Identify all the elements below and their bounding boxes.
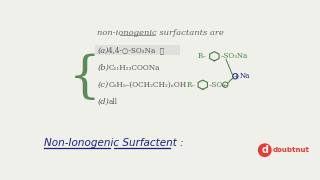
FancyBboxPatch shape [95,46,180,55]
Text: d: d [261,145,268,155]
Text: {: { [69,53,101,103]
Text: –SO₃Na: –SO₃Na [220,52,248,60]
Text: C₁₁H₂₃COONa: C₁₁H₂₃COONa [108,64,160,72]
Text: Non-Ionogenic Surfactent :: Non-Ionogenic Surfactent : [44,138,183,148]
Text: −: − [223,82,228,87]
Text: 4,4-○-SO₃Na  ✓: 4,4-○-SO₃Na ✓ [108,47,164,55]
Text: non-ionogenic surfactants are: non-ionogenic surfactants are [97,29,224,37]
Text: Na: Na [240,72,250,80]
Text: (d): (d) [97,98,109,106]
Text: +: + [233,74,238,79]
Text: (a): (a) [97,47,109,55]
Text: R–: R– [198,52,207,60]
Text: doubtnut: doubtnut [273,147,309,153]
Text: (c): (c) [97,81,108,89]
Circle shape [259,144,271,156]
Text: R–: R– [186,81,195,89]
Text: all: all [108,98,117,106]
Text: (b): (b) [97,64,109,72]
Text: –SO₃: –SO₃ [209,81,226,89]
Text: C₆H₅–(OCH₂CH₂)ₙOH: C₆H₅–(OCH₂CH₂)ₙOH [108,81,187,89]
